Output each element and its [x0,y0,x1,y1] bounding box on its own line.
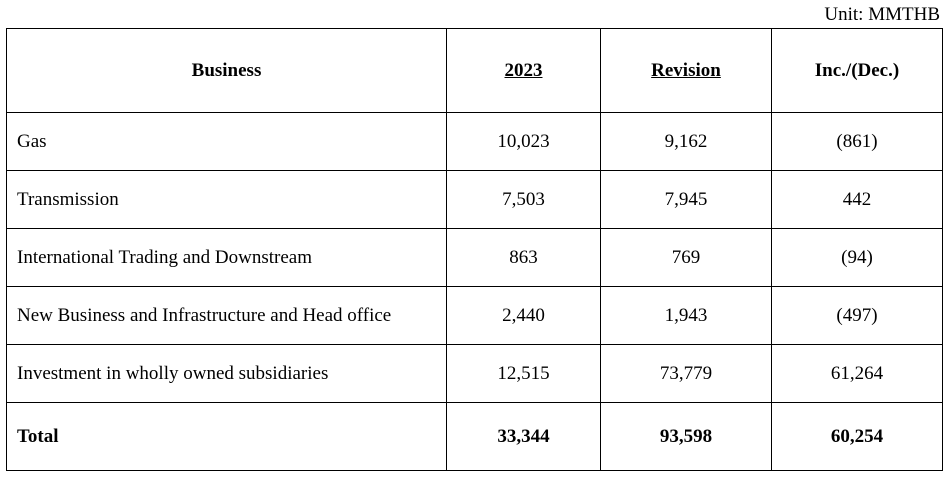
business-cell: International Trading and Downstream [6,228,447,287]
revision-cell: 9,162 [600,112,772,171]
total-2023-cell: 33,344 [446,402,601,471]
total-revision-cell: 93,598 [600,402,772,471]
business-cell: Transmission [6,170,447,229]
table-row: International Trading and Downstream 863… [6,228,943,287]
inc-dec-cell: 442 [771,170,943,229]
table-row: Gas 10,023 9,162 (861) [6,112,943,171]
unit-label: Unit: MMTHB [824,4,940,25]
value-2023-cell: 2,440 [446,286,601,345]
total-label-cell: Total [6,402,447,471]
inc-dec-cell: (497) [771,286,943,345]
inc-dec-cell: (94) [771,228,943,287]
header-2023: 2023 [446,28,601,113]
table-row: Investment in wholly owned subsidiaries … [6,344,943,403]
revision-cell: 73,779 [600,344,772,403]
revision-cell: 7,945 [600,170,772,229]
table-header-row: Business 2023 Revision Inc./(Dec.) [6,28,943,113]
value-2023-cell: 10,023 [446,112,601,171]
value-2023-cell: 863 [446,228,601,287]
header-inc-dec: Inc./(Dec.) [771,28,943,113]
business-cell: New Business and Infrastructure and Head… [6,286,447,345]
total-inc-dec-cell: 60,254 [771,402,943,471]
revision-cell: 1,943 [600,286,772,345]
revision-cell: 769 [600,228,772,287]
total-row: Total 33,344 93,598 60,254 [6,402,943,471]
header-revision: Revision [600,28,772,113]
value-2023-cell: 7,503 [446,170,601,229]
table-row: Transmission 7,503 7,945 442 [6,170,943,229]
business-cell: Investment in wholly owned subsidiaries [6,344,447,403]
value-2023-cell: 12,515 [446,344,601,403]
table-row: New Business and Infrastructure and Head… [6,286,943,345]
inc-dec-cell: 61,264 [771,344,943,403]
business-table: Business 2023 Revision Inc./(Dec.) Gas 1… [6,28,943,471]
inc-dec-cell: (861) [771,112,943,171]
business-cell: Gas [6,112,447,171]
header-business: Business [6,28,447,113]
